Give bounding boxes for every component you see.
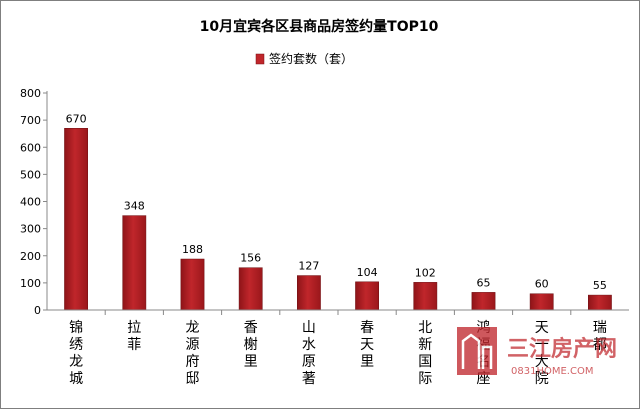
data-label: 127 <box>298 260 319 273</box>
x-tick-label: 锦绣龙城 <box>69 319 83 387</box>
y-tick-label: 400 <box>20 196 41 209</box>
data-label: 55 <box>593 279 607 292</box>
data-label: 102 <box>415 266 436 279</box>
y-tick-label: 800 <box>20 87 41 100</box>
legend-label: 签约套数（套） <box>269 51 353 66</box>
bar <box>64 128 88 311</box>
x-tick-label: 拉菲 <box>127 320 141 353</box>
x-tick-label: 山水原著 <box>302 320 316 387</box>
y-tick-label: 500 <box>20 168 41 181</box>
bar <box>588 294 612 311</box>
y-tick-label: 600 <box>20 141 41 154</box>
data-label: 104 <box>357 266 378 279</box>
legend: 签约套数（套） <box>255 51 353 66</box>
bar <box>471 292 496 311</box>
bar <box>122 215 147 311</box>
x-tick-label: 北新国际 <box>418 320 432 387</box>
bar <box>413 282 438 311</box>
watermark-building-icon <box>461 333 493 369</box>
y-tick-label: 100 <box>20 277 41 290</box>
y-tick-label: 0 <box>34 304 41 317</box>
chart-title: 10月宜宾各区县商品房签约量TOP10 <box>200 18 439 35</box>
bar <box>529 293 554 311</box>
data-label: 156 <box>240 252 261 265</box>
watermark: 三江房产网 0831HOME.COM <box>457 327 617 377</box>
x-tick-label: 春天里 <box>360 320 374 370</box>
data-label: 60 <box>535 278 549 291</box>
bar <box>180 258 205 311</box>
x-tick-label: 瑞都 <box>593 320 607 353</box>
data-label: 188 <box>182 243 203 256</box>
y-tick-label: 700 <box>20 114 41 127</box>
y-axis: 0 100 200 300 400 500 600 700 800 <box>20 87 48 317</box>
bar <box>355 281 379 311</box>
watermark-text: 三江房产网 <box>507 336 617 362</box>
bar <box>297 275 321 311</box>
data-label: 670 <box>66 112 87 125</box>
data-label: 65 <box>477 276 491 289</box>
data-label: 348 <box>124 200 145 213</box>
x-tick-label: 天一大院 <box>535 320 549 387</box>
watermark-url: 0831HOME.COM <box>511 366 593 377</box>
bar <box>238 267 263 311</box>
legend-swatch <box>255 53 265 65</box>
y-tick-label: 200 <box>20 250 41 263</box>
bars-group: 670 348 188 156 127 104 102 65 60 55 <box>64 112 612 311</box>
x-tick-label: 香榭里 <box>244 320 258 370</box>
y-tick-label: 300 <box>20 223 41 236</box>
x-tick-label: 龙源府邸 <box>186 320 200 387</box>
